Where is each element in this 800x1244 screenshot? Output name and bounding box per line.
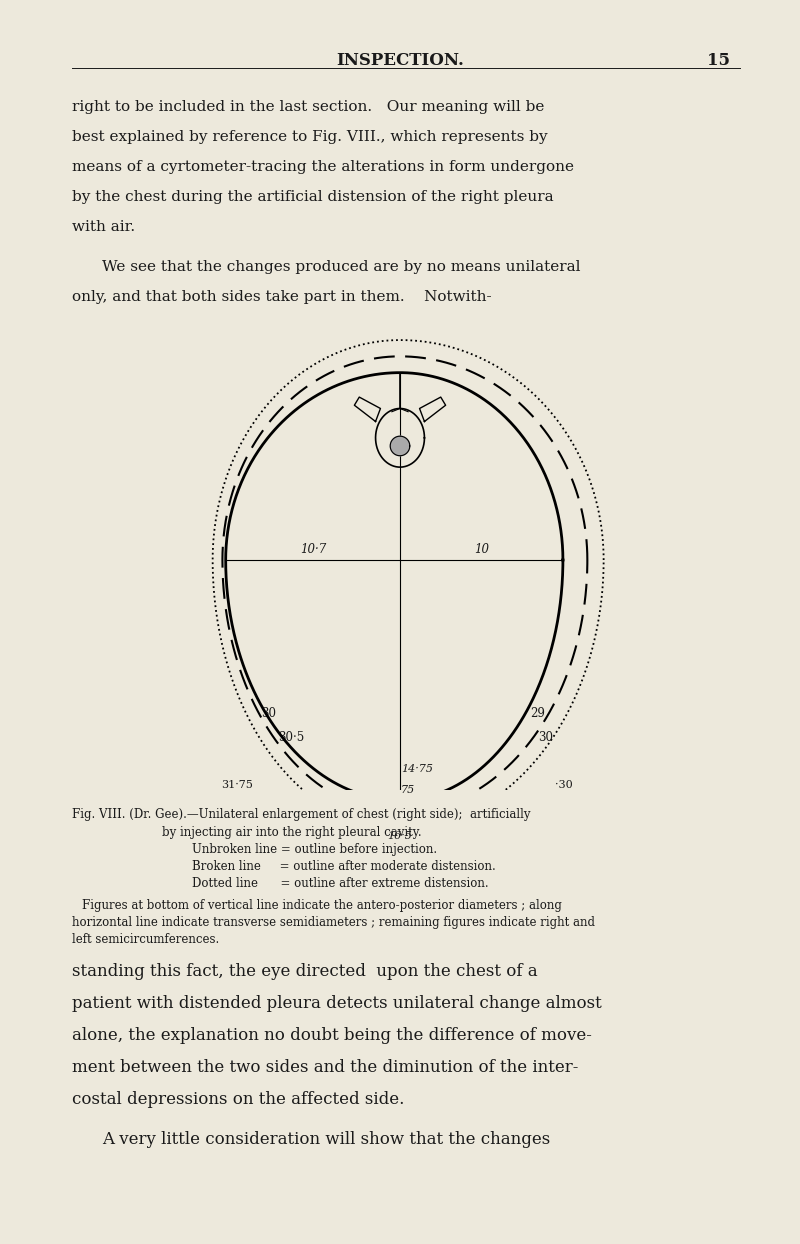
Text: 29: 29 <box>530 707 546 719</box>
Text: by injecting air into the right pleural cavity.: by injecting air into the right pleural … <box>162 826 422 838</box>
Text: standing this fact, the eye directed  upon the chest of a: standing this fact, the eye directed upo… <box>72 963 538 980</box>
Text: by the chest during the artificial distension of the right pleura: by the chest during the artificial diste… <box>72 190 554 204</box>
Text: with air.: with air. <box>72 220 135 234</box>
Text: ·30: ·30 <box>554 780 573 790</box>
Text: 15: 15 <box>707 52 730 68</box>
Text: right to be included in the last section.   Our meaning will be: right to be included in the last section… <box>72 100 544 114</box>
Text: Unbroken line = outline before injection.: Unbroken line = outline before injection… <box>192 843 437 856</box>
Polygon shape <box>390 437 410 455</box>
Text: costal depressions on the affected side.: costal depressions on the affected side. <box>72 1091 404 1108</box>
Text: 30·5: 30·5 <box>278 731 304 744</box>
Text: 10: 10 <box>474 544 489 556</box>
Text: horizontal line indicate transverse semidiameters ; remaining figures indicate r: horizontal line indicate transverse semi… <box>72 916 595 929</box>
Text: ment between the two sides and the diminution of the inter-: ment between the two sides and the dimin… <box>72 1059 578 1076</box>
Text: Dotted line      = outline after extreme distension.: Dotted line = outline after extreme dist… <box>192 877 489 889</box>
Text: Broken line     = outline after moderate distension.: Broken line = outline after moderate dis… <box>192 860 496 873</box>
Text: A very little consideration will show that the changes: A very little consideration will show th… <box>102 1131 550 1148</box>
Text: alone, the explanation no doubt being the difference of move­: alone, the explanation no doubt being th… <box>72 1028 592 1044</box>
Text: 30: 30 <box>538 731 554 744</box>
Text: 16·5: 16·5 <box>387 831 413 841</box>
Text: patient with distended pleura detects unilateral change almost: patient with distended pleura detects un… <box>72 995 602 1013</box>
Text: INSPECTION.: INSPECTION. <box>336 52 464 68</box>
Text: best explained by reference to Fig. VIII., which represents by: best explained by reference to Fig. VIII… <box>72 131 548 144</box>
Text: We see that the changes produced are by no means unilateral: We see that the changes produced are by … <box>102 260 581 274</box>
Text: 14·75: 14·75 <box>401 764 433 774</box>
Text: only, and that both sides take part in them.    Notwith-: only, and that both sides take part in t… <box>72 290 492 304</box>
Text: 10·7: 10·7 <box>300 544 326 556</box>
Text: 31·75: 31·75 <box>221 780 253 790</box>
Text: 30: 30 <box>262 707 277 719</box>
Text: 75: 75 <box>401 785 415 795</box>
Text: Figures at bottom of vertical line indicate the antero-posterior diameters ; alo: Figures at bottom of vertical line indic… <box>82 899 562 912</box>
Text: means of a cyrtometer-tracing the alterations in form undergone: means of a cyrtometer-tracing the altera… <box>72 160 574 174</box>
Text: left semicircumferences.: left semicircumferences. <box>72 933 219 945</box>
Text: Fig. VIII. (Dr. Gee).—Unilateral enlargement of chest (right side);  artificiall: Fig. VIII. (Dr. Gee).—Unilateral enlarge… <box>72 809 530 821</box>
